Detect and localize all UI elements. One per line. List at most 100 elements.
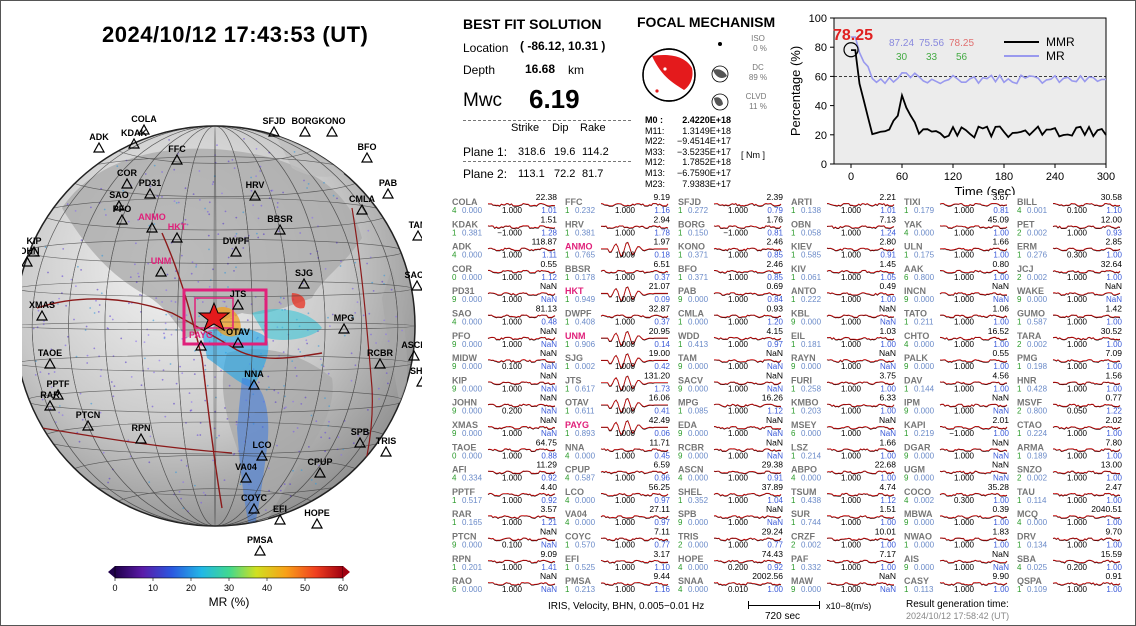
ray-dot [221,192,223,195]
tensor-key: M0 : [645,115,663,125]
component-balls [711,42,729,111]
synthetic-trace [713,202,782,207]
waveform-b: 1.000 [502,295,523,304]
waveform-cell-sacv: SACV NaN 9 0.000 1.000 NaN [678,370,783,393]
tensor-unit: [ Nm ] [741,150,765,160]
waveform-station: TRIS [678,532,699,542]
waveform-a: 0.061 [801,273,822,282]
waveform-amplitude: 1.51 [879,504,896,514]
waveform-a: 0.144 [914,384,935,393]
ray-dot [143,341,146,343]
ray-dot [320,436,322,439]
ray-dot [276,206,279,209]
mr-patch-caribbean [252,308,322,340]
station-triangle [297,277,311,289]
y-tick-label: 80 [815,42,827,54]
ray-dot [174,277,176,280]
ray-dot [246,240,249,242]
waveform-flag: 4 [678,563,683,572]
waveform-b: 1.000 [728,295,749,304]
waveform-flag: 1 [565,318,570,327]
waveform-c: NaN [993,407,1009,416]
waveform-c: NaN [993,451,1009,460]
iso-pct: 0 % [753,44,767,53]
tensor-value: 1.7852E+18 [682,157,731,168]
ray-dot [366,431,369,434]
ray-dot [195,264,198,266]
waveform-a: 0.800 [1027,407,1048,416]
waveform-station: FFC [565,197,583,207]
waveform-a: 0.000 [801,474,822,483]
clvd-label: CLVD [745,92,767,101]
ray-dot [148,481,151,483]
synthetic-trace [939,582,1008,586]
ray-dot [122,189,125,192]
ray-dot [101,254,104,257]
waveform-station: XMAS [452,420,478,430]
waveform-station: CRZF [791,532,815,542]
tensor-row: M13: −6.7590E+17 [645,168,731,179]
ray-dot [234,235,237,238]
waveform-amplitude: 81.13 [536,304,558,314]
waveform-b: 1.000 [615,295,636,304]
waveform-b: 1.000 [841,496,862,505]
waveform-b: 1.000 [841,362,862,371]
waveform-amplitude: NaN [879,415,896,425]
ray-dot [50,386,53,389]
ray-dot [170,300,173,303]
waveform-c: 1.11 [542,251,558,260]
ray-dot [351,287,354,290]
waveform-amplitude: 16.26 [762,393,784,403]
waveform-amplitude: 2.46 [766,259,783,269]
ray-dot [212,459,215,462]
ray-dot [291,360,294,362]
ray-dot [362,314,365,317]
waveform-flag: 4 [565,474,570,483]
synthetic-trace [1052,492,1121,497]
waveform-amplitude: NaN [879,571,896,581]
waveform-flag: 9 [791,318,796,327]
waveform-flag: 9 [904,362,909,371]
waveform-station: GUMO [1017,309,1045,319]
waveform-station: ABPO [791,465,817,475]
station-triangle [51,388,65,400]
waveform-flag: 9 [1017,295,1022,304]
waveform-station: OBN [791,219,811,229]
waveform-a: 0.002 [1027,228,1048,237]
waveform-cell-cmla: CMLA 0.93 1 0.000 1.000 1.20 [678,304,784,327]
waveform-flag: 2 [678,541,683,550]
iso-ball [718,42,722,46]
synthetic-trace [827,492,895,497]
colorbar-tick-label: 60 [338,583,348,593]
ray-dot [315,420,318,423]
waveform-flag: 1 [565,541,570,550]
waveform-station: MSEY [791,420,817,430]
waveform-cell-hnr: HNR 1.56 1 0.428 1.000 1.00 [1017,370,1123,393]
ray-dot [111,318,114,321]
ray-dot [189,409,192,412]
waveform-flag: 4 [565,496,570,505]
ray-dot [50,348,53,351]
waveform-b: 1.000 [841,585,862,594]
ray-dot [61,414,64,417]
ray-dot [58,297,60,300]
scale-label: 720 sec [765,611,801,622]
footer-info: IRIS, Velocity, BHN, 0.005−0.01 Hz [548,601,705,612]
waveform-amplitude: 21.07 [649,281,671,291]
synthetic-trace [939,515,1008,519]
waveform-amplitude: NaN [1105,281,1122,291]
station-cor: COR [117,168,138,189]
top-value: 87.24 [889,38,914,49]
waveform-c: NaN [767,518,783,527]
ray-dot [179,365,182,368]
x-axis-label: Time (sec) [955,184,1016,195]
waveform-station: UGM [904,465,925,475]
bottom-value: 33 [926,52,938,63]
waveform-flag: 9 [452,407,457,416]
waveform-flag: 4 [1017,206,1022,215]
waveform-cell-casy: CASY 9.90 1 0.113 1.000 1.00 [904,571,1010,594]
waveform-amplitude: 7.13 [879,214,896,224]
ray-dot [224,271,227,274]
waveform-amplitude: 27.11 [649,504,670,514]
